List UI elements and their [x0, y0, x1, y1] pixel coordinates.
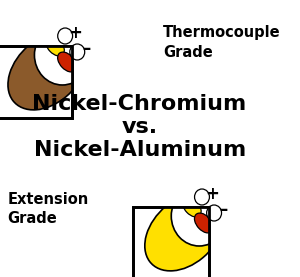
Ellipse shape: [145, 193, 224, 271]
Text: Nickel-Chromium: Nickel-Chromium: [32, 94, 247, 114]
Text: Thermocouple
Grade: Thermocouple Grade: [163, 25, 280, 60]
Ellipse shape: [58, 52, 76, 72]
Text: Extension
Grade: Extension Grade: [8, 192, 89, 226]
Text: Nickel-Aluminum: Nickel-Aluminum: [34, 140, 246, 160]
Circle shape: [70, 44, 85, 60]
Circle shape: [207, 205, 221, 221]
Bar: [133, 207, 209, 277]
Text: +: +: [205, 185, 219, 203]
Bar: [133, 207, 209, 277]
Circle shape: [194, 189, 209, 205]
Circle shape: [34, 25, 90, 85]
Text: –: –: [82, 40, 91, 58]
Circle shape: [171, 186, 227, 246]
Ellipse shape: [46, 36, 64, 56]
Text: vs.: vs.: [122, 117, 158, 137]
Bar: [0, 46, 72, 118]
Text: +: +: [68, 24, 82, 42]
Ellipse shape: [182, 197, 201, 217]
Text: –: –: [219, 201, 227, 219]
Circle shape: [58, 28, 73, 44]
Bar: [0, 46, 72, 118]
Ellipse shape: [8, 32, 87, 110]
Ellipse shape: [194, 213, 213, 233]
